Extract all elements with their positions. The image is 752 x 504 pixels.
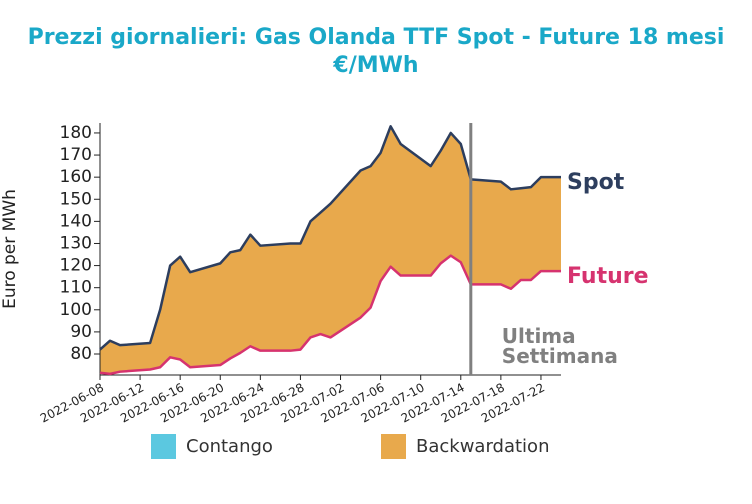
y-tick-label: 80 <box>70 344 92 364</box>
legend-swatch <box>151 434 176 459</box>
annotation: Ultima Settimana <box>502 324 618 368</box>
y-tick-label: 130 <box>60 233 92 253</box>
annotation-line: Ultima <box>502 324 576 348</box>
legend-swatch <box>381 434 406 459</box>
chart-title: Prezzi giornalieri: Gas Olanda TTF Spot … <box>28 25 725 50</box>
legend-label: Backwardation <box>416 436 549 457</box>
chart-subtitle: €/MWh <box>332 53 418 78</box>
series-label: Future <box>567 264 649 289</box>
y-tick-label: 170 <box>60 145 92 165</box>
y-axis-label: Euro per MWh <box>0 189 20 309</box>
y-tick-label: 150 <box>60 189 92 209</box>
y-tick-label: 120 <box>60 256 92 276</box>
y-tick-label: 180 <box>60 123 92 143</box>
spread-area <box>100 126 561 374</box>
y-tick-label: 140 <box>60 211 92 231</box>
series-label: Spot <box>567 170 625 195</box>
y-tick-label: 110 <box>60 278 92 298</box>
y-tick-label: 90 <box>70 322 92 342</box>
annotation-line: Settimana <box>502 344 618 368</box>
y-tick-label: 100 <box>60 300 92 320</box>
legend-label: Contango <box>186 436 273 457</box>
series-line <box>99 125 561 351</box>
series-line <box>99 254 561 376</box>
y-tick-label: 160 <box>60 167 92 187</box>
